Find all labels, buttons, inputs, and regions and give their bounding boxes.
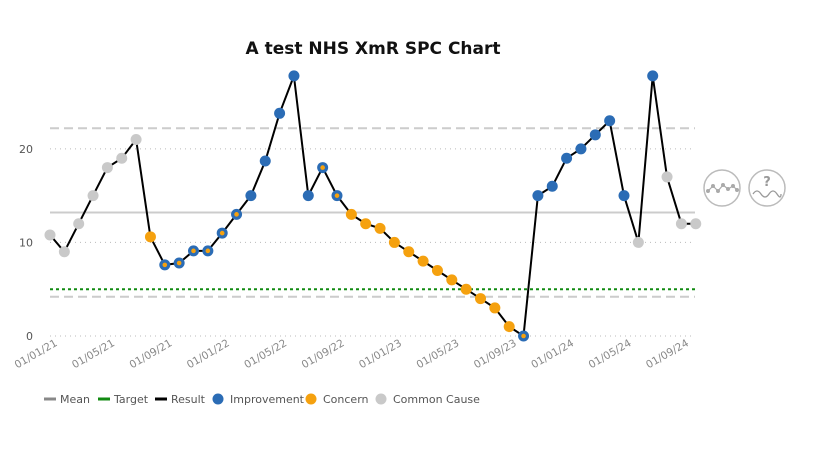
- x-tick-label: 01/09/21: [127, 337, 174, 371]
- result-series: [44, 70, 702, 342]
- data-point: [675, 218, 687, 230]
- x-tick-label: 01/05/21: [70, 337, 117, 371]
- data-point: [101, 162, 113, 174]
- data-point: [460, 283, 472, 295]
- legend-item: Result: [155, 393, 206, 406]
- assurance-icon: ?: [748, 169, 786, 207]
- data-point: [403, 246, 415, 258]
- variation-icon-dot: [726, 187, 730, 191]
- data-point: [604, 115, 616, 127]
- data-point: [546, 180, 558, 192]
- data-point: [259, 155, 271, 167]
- data-point-inner: [205, 248, 211, 254]
- x-tick-label: 01/05/22: [242, 337, 289, 371]
- data-point: [561, 152, 573, 164]
- data-point: [116, 152, 128, 164]
- y-axis: 0 10 20: [19, 143, 33, 343]
- data-point: [431, 265, 443, 276]
- variation-icon-dot: [735, 188, 739, 192]
- y-tick-label: 20: [19, 143, 33, 156]
- variation-icon-dot: [711, 184, 715, 188]
- data-point: [130, 134, 142, 145]
- legend: Mean Target Result Improvement Concern Common…: [44, 393, 480, 406]
- legend-label: Concern: [323, 393, 369, 406]
- data-point: [345, 208, 357, 220]
- data-point-inner: [334, 193, 340, 198]
- variation-icon-dot: [716, 189, 720, 193]
- variation-icon-dot: [731, 184, 735, 188]
- x-tick-label: 01/05/24: [587, 337, 634, 371]
- data-point-inner: [234, 212, 239, 217]
- data-point: [532, 190, 544, 202]
- x-tick-label: 01/09/24: [644, 337, 691, 371]
- variation-icon-circle: [703, 169, 741, 207]
- y-tick-label: 10: [19, 236, 33, 249]
- data-point: [446, 274, 458, 286]
- data-point-inner: [521, 333, 526, 339]
- x-tick-label: 01/01/21: [13, 337, 60, 371]
- variation-icon-dot: [721, 183, 725, 187]
- legend-label: Mean: [60, 393, 90, 406]
- data-point-inner: [219, 230, 225, 236]
- data-point: [87, 190, 99, 202]
- grid-lines: [50, 148, 695, 337]
- assurance-icon-circle: [748, 169, 786, 207]
- data-point: [44, 229, 56, 241]
- data-point: [374, 222, 386, 234]
- spc-icons: ?: [703, 169, 786, 207]
- data-point: [144, 231, 156, 243]
- data-point: [245, 190, 257, 202]
- data-point: [417, 255, 429, 267]
- x-tick-label: 01/05/23: [414, 337, 461, 371]
- chart-title: A test NHS XmR SPC Chart: [246, 39, 501, 59]
- data-point: [288, 70, 300, 82]
- result-line: [49, 75, 696, 338]
- legend-swatch: [212, 393, 224, 405]
- data-point: [690, 218, 702, 230]
- data-point: [503, 321, 515, 333]
- legend-swatch: [305, 393, 317, 405]
- data-point-inner: [162, 262, 168, 268]
- legend-item: Common Cause: [375, 393, 480, 406]
- legend-label: Common Cause: [393, 393, 480, 406]
- data-point-inner: [320, 165, 325, 170]
- x-tick-label: 01/01/23: [357, 337, 404, 371]
- data-point: [302, 190, 314, 202]
- legend-item: Target: [98, 393, 149, 406]
- data-point: [388, 236, 400, 248]
- x-tick-label: 01/09/23: [472, 337, 519, 371]
- variation-icon-dot: [706, 189, 710, 193]
- data-point: [647, 70, 659, 82]
- data-point: [632, 236, 644, 248]
- data-point: [73, 218, 85, 230]
- variation-icon: [703, 169, 741, 207]
- x-axis: 01/01/21 01/05/21 01/09/21 01/01/22 01/05/22…: [13, 337, 692, 371]
- data-point: [489, 302, 501, 314]
- x-tick-label: 01/01/22: [185, 337, 232, 371]
- data-point: [618, 190, 630, 202]
- legend-item: Improvement: [212, 393, 305, 406]
- data-point: [360, 218, 372, 230]
- data-point: [475, 293, 486, 305]
- y-tick-label: 0: [26, 330, 33, 343]
- legend-label: Improvement: [230, 393, 305, 406]
- data-point: [575, 143, 587, 155]
- assurance-icon-wave: [752, 190, 782, 198]
- x-tick-label: 01/09/22: [300, 337, 347, 371]
- data-point: [661, 171, 673, 183]
- data-point-inner: [176, 260, 182, 266]
- legend-item: Concern: [305, 393, 369, 406]
- data-point: [589, 129, 601, 141]
- data-point: [58, 246, 70, 258]
- control-limits: [50, 127, 695, 298]
- legend-item: Mean: [44, 393, 90, 406]
- data-point-inner: [191, 248, 196, 254]
- legend-swatch: [375, 393, 387, 405]
- legend-label: Result: [171, 393, 206, 406]
- x-tick-label: 01/01/24: [529, 337, 576, 371]
- data-point: [274, 107, 286, 119]
- legend-label: Target: [113, 393, 149, 406]
- assurance-icon-symbol: ?: [763, 175, 771, 190]
